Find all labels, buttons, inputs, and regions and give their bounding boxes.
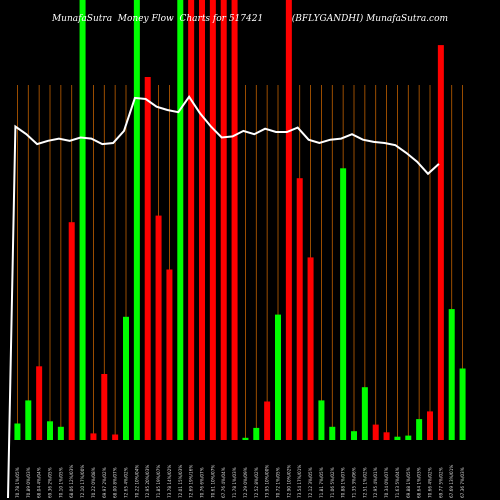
x-tick-label: 71.78 1%/03% xyxy=(232,467,237,498)
x-tick-label: 67.69 13%/01% xyxy=(449,465,454,498)
x-tick-label: 72.90 10%/02% xyxy=(286,465,291,498)
bar xyxy=(361,387,368,440)
x-tick-label: 69.77 5%/02% xyxy=(438,467,443,498)
x-tick-label: 72.12 3%/05% xyxy=(308,467,313,498)
bar xyxy=(155,215,162,440)
bar xyxy=(394,436,401,440)
x-tick-label: 72.10 17%/00% xyxy=(80,465,85,498)
x-tick-label: 73.95 10%/00% xyxy=(265,465,270,498)
x-tick-label: 73.54 17%/01% xyxy=(297,465,302,498)
x-tick-label: 67.36 7%/03% xyxy=(460,467,465,498)
bar xyxy=(459,368,466,440)
x-tick-label: 72.65 4%/02% xyxy=(124,467,129,498)
x-tick-label: 72.52 8%/02% xyxy=(254,467,259,498)
x-tick-label: 69.36 2%/05% xyxy=(48,467,53,498)
bar xyxy=(427,411,433,440)
bar xyxy=(133,0,140,440)
x-tick-label: 70.22 10%/04% xyxy=(134,465,139,498)
bar xyxy=(253,427,260,440)
bar xyxy=(25,400,32,440)
bar xyxy=(199,0,205,440)
bar xyxy=(112,434,119,440)
x-tick-label: 70.22 0%/08% xyxy=(91,467,96,498)
bar xyxy=(231,0,238,440)
bar xyxy=(264,401,271,440)
bar xyxy=(47,421,53,440)
bar xyxy=(123,316,129,440)
bar xyxy=(285,0,292,440)
x-tick-label: 71.06 5%/02% xyxy=(330,467,335,498)
x-tick-label: 68.00 8%/07% xyxy=(113,467,118,498)
x-tick-label: 72.69 19%/16% xyxy=(189,465,194,498)
x-tick-label: 67.76 4%/04% xyxy=(221,467,226,498)
x-tick-label: 70.61 10%/07% xyxy=(210,465,215,498)
x-tick-label: 71.35 3%/06% xyxy=(352,467,357,498)
symbol-label: (BFLYGANDHI) MunafaSutra.com xyxy=(291,14,449,24)
bar xyxy=(437,45,444,440)
bar xyxy=(242,437,249,440)
chart-title: MunafaSutra Money Flow Charts for 517421… xyxy=(0,14,500,24)
x-tick-label: 72.95 20%/03% xyxy=(145,465,150,498)
bar xyxy=(383,432,390,440)
bar xyxy=(405,435,412,440)
bar xyxy=(318,400,325,440)
x-tick-label: 72.29 0%/09% xyxy=(243,467,248,498)
bars xyxy=(14,0,466,441)
x-tick-label: 70.66 4%/02% xyxy=(428,467,433,498)
x-tick-label: 71.63 5%/04% xyxy=(395,467,400,498)
bar xyxy=(448,309,455,440)
x-tick-label: 70.88 1%/07% xyxy=(341,467,346,498)
bar xyxy=(79,0,86,440)
chart-title-text: Money Flow Charts for 517421 xyxy=(117,14,264,24)
x-tick-label: 70.72 1%/05% xyxy=(276,467,281,498)
x-tick-label: 70.76 6%/07% xyxy=(200,467,205,498)
bar xyxy=(296,178,303,440)
bar xyxy=(275,314,281,440)
x-tick-labels: 70.78 1%/05% 70.89 0%/03% 68.04 4%/04% 69.3… xyxy=(15,465,465,498)
x-tick-label: 68.06 12%/03% xyxy=(69,465,74,498)
bar xyxy=(340,168,347,441)
bar xyxy=(177,0,184,440)
bar xyxy=(166,269,173,440)
site-name: MunafaSutra xyxy=(51,14,113,24)
x-tick-label: 71.81 7%/05% xyxy=(319,467,324,498)
x-tick-label: 70.34 0%/07% xyxy=(384,467,389,498)
bar xyxy=(57,426,64,440)
bar xyxy=(68,222,75,440)
bar xyxy=(36,366,43,440)
x-tick-label: 68.64 1%/03% xyxy=(417,467,422,498)
bar xyxy=(14,423,21,440)
x-tick-label: 69.97 2%/02% xyxy=(102,467,107,498)
x-tick-label: 69.88 1%/05% xyxy=(406,467,411,498)
bar xyxy=(220,0,227,440)
bar xyxy=(372,424,379,440)
bar xyxy=(101,374,108,440)
bar xyxy=(307,257,314,440)
x-tick-label: 72.01 15%/03% xyxy=(178,465,183,498)
bar xyxy=(329,426,336,440)
bar xyxy=(209,0,216,440)
x-tick-label: 70.78 1%/05% xyxy=(15,467,20,498)
x-tick-label: 72.95 4%/01% xyxy=(373,467,378,498)
bar xyxy=(416,419,423,440)
x-tick-label: 73.78 14%/02% xyxy=(167,465,172,498)
money-flow-line xyxy=(7,95,440,499)
x-tick-label: 70.89 0%/03% xyxy=(26,467,31,498)
x-tick-label: 70.10 1%/05% xyxy=(58,467,63,498)
bar xyxy=(90,433,97,440)
x-tick-label: 71.85 19%/07% xyxy=(156,465,161,498)
x-tick-label: 68.04 4%/04% xyxy=(37,467,42,498)
x-tick-label: 72.51 1%/02% xyxy=(362,467,367,498)
bar xyxy=(351,431,357,440)
bar xyxy=(144,77,151,440)
bar xyxy=(188,0,195,440)
